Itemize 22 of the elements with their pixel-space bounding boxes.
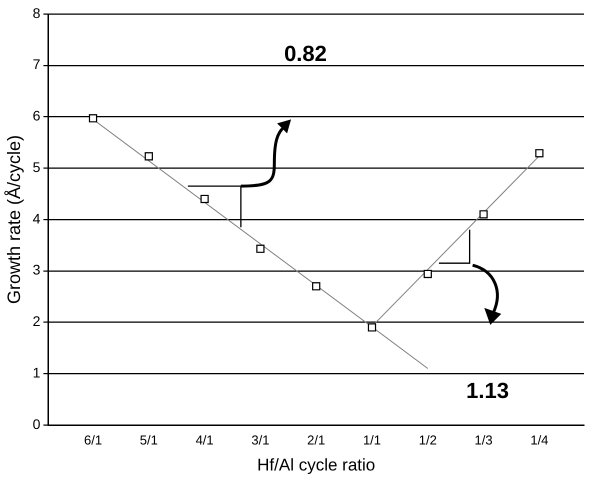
annotation: 1.13 xyxy=(466,378,510,404)
y-tick-label: 8 xyxy=(32,4,41,21)
y-tick-label: 0 xyxy=(32,416,41,432)
y-tick-label: 6 xyxy=(32,108,41,124)
annotation: 0.82 xyxy=(284,41,327,66)
x-tick-label: 5/1 xyxy=(140,432,158,448)
y-tick-label: 2 xyxy=(32,313,41,330)
x-tick-label: 1/3 xyxy=(474,432,493,448)
x-tick-label: 3/1 xyxy=(251,432,270,448)
x-tick-label: 1/4 xyxy=(530,432,548,448)
y-tick-label: 1 xyxy=(32,364,41,380)
x-tick-label: 1/1 xyxy=(362,432,382,448)
y-tick-label: 4 xyxy=(32,210,41,226)
y-axis-title: Growth rate (Å/cycle) xyxy=(4,134,24,304)
y-tick-label: 7 xyxy=(32,56,41,72)
y-tick-label: 3 xyxy=(32,262,41,278)
x-tick-label: 2/1 xyxy=(307,432,326,448)
y-tick-label: 5 xyxy=(32,158,41,175)
x-tick-label: 6/1 xyxy=(84,432,102,448)
x-axis-title: Hf/Al cycle ratio xyxy=(257,455,376,474)
x-tick-label: 1/2 xyxy=(418,432,437,448)
x-tick-label: 4/1 xyxy=(196,432,214,448)
